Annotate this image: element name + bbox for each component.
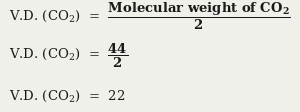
Text: V.D. (CO$_2$)  =  22: V.D. (CO$_2$) = 22: [9, 88, 125, 103]
Text: V.D. (CO$_2$)  =  $\dfrac{\mathbf{44}}{\mathbf{2}}$: V.D. (CO$_2$) = $\dfrac{\mathbf{44}}{\ma…: [9, 42, 128, 69]
Text: V.D. (CO$_2$)  =  $\dfrac{\mathbf{Molecular\ weight\ of\ CO_2}}{\mathbf{2}}$: V.D. (CO$_2$) = $\dfrac{\mathbf{Molecula…: [9, 1, 291, 31]
